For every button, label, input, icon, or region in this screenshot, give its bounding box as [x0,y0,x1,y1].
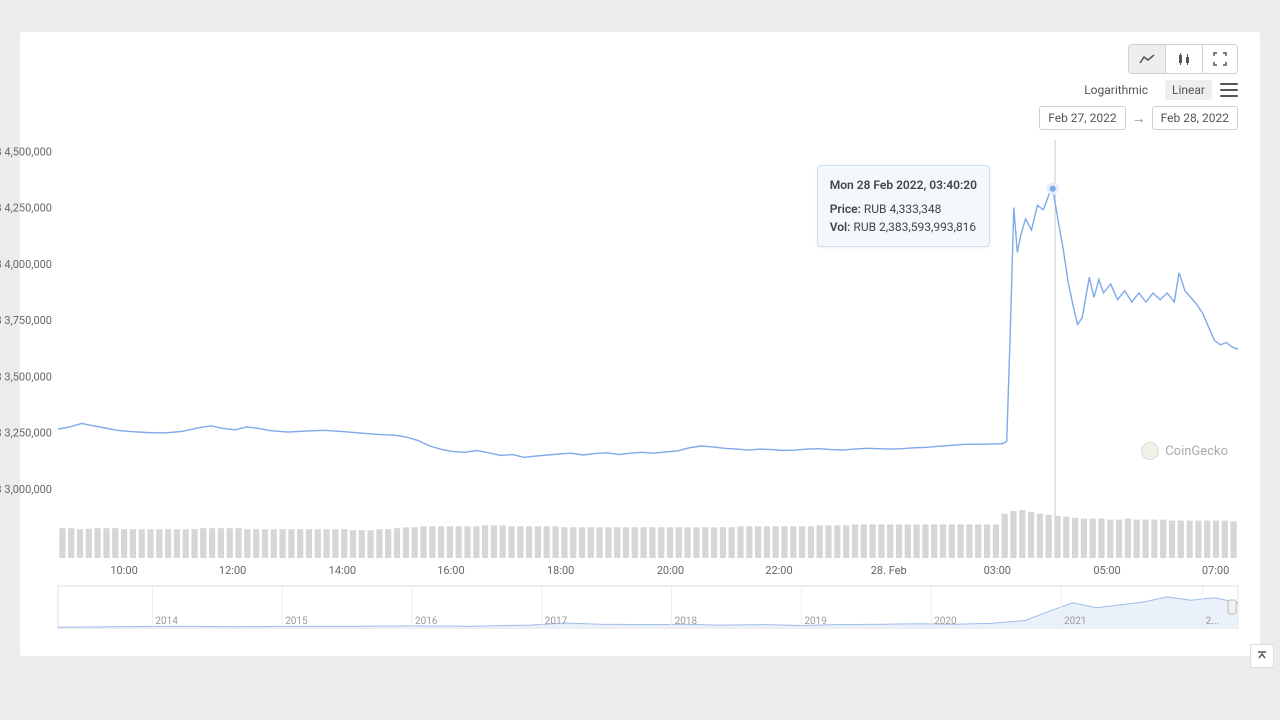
logarithmic-toggle[interactable]: Logarithmic [1077,80,1155,100]
expand-icon [1213,52,1227,66]
svg-text:2014: 2014 [155,616,178,627]
chart-menu-button[interactable] [1220,83,1238,97]
svg-text:RUB 3,000,000: RUB 3,000,000 [0,483,52,496]
svg-text:2020: 2020 [934,616,957,627]
date-from-input[interactable]: Feb 27, 2022 [1039,106,1125,130]
svg-text:16:00: 16:00 [437,564,464,577]
brand-watermark: CoinGecko [1141,442,1228,460]
line-chart-icon [1139,53,1155,65]
svg-text:2016: 2016 [415,616,438,627]
scroll-to-top-button[interactable] [1250,644,1274,668]
svg-text:03:00: 03:00 [984,564,1011,577]
svg-text:2017: 2017 [545,616,568,627]
svg-text:2018: 2018 [675,616,698,627]
svg-text:18:00: 18:00 [547,564,574,577]
navigator-chart[interactable]: 2014 2015 2016 2017 2018 2019 2020 2021 2... [20,580,1260,646]
chart-type-group [1128,44,1238,74]
svg-text:12:00: 12:00 [219,564,246,577]
arrow-right-icon: → [1132,110,1146,127]
scale-toggle: Logarithmic Linear [1077,80,1212,100]
svg-text:RUB 3,750,000: RUB 3,750,000 [0,314,52,327]
page-background: Logarithmic Linear Feb 27, 2022 → Feb 28… [0,0,1280,706]
svg-text:RUB 4,000,000: RUB 4,000,000 [0,258,52,271]
svg-text:22:00: 22:00 [765,564,792,577]
svg-text:2021: 2021 [1064,616,1086,627]
svg-text:2019: 2019 [804,616,826,627]
svg-text:05:00: 05:00 [1093,564,1120,577]
main-chart[interactable]: RUB 3,000,000RUB 3,250,000RUB 3,500,000R… [20,134,1260,580]
svg-text:RUB 4,250,000: RUB 4,250,000 [0,202,52,215]
svg-text:10:00: 10:00 [110,564,137,577]
brand-label: CoinGecko [1165,444,1228,459]
candlestick-icon [1176,52,1192,66]
date-range-row: Feb 27, 2022 → Feb 28, 2022 [1039,106,1238,130]
chart-toolbar: Logarithmic Linear Feb 27, 2022 → Feb 28… [20,44,1260,134]
line-chart-button[interactable] [1129,45,1165,73]
date-to-input[interactable]: Feb 28, 2022 [1152,106,1238,130]
fullscreen-button[interactable] [1202,45,1237,73]
candlestick-button[interactable] [1165,45,1202,73]
svg-text:28. Feb: 28. Feb [871,564,907,577]
coingecko-icon [1141,442,1159,460]
svg-text:20:00: 20:00 [657,564,684,577]
svg-text:RUB 4,500,000: RUB 4,500,000 [0,145,52,158]
svg-text:07:00: 07:00 [1202,564,1229,577]
svg-text:14:00: 14:00 [329,564,356,577]
svg-text:RUB 3,500,000: RUB 3,500,000 [0,370,52,383]
svg-text:RUB 3,250,000: RUB 3,250,000 [0,427,52,440]
svg-text:2015: 2015 [285,616,308,627]
chart-panel: Logarithmic Linear Feb 27, 2022 → Feb 28… [20,32,1260,656]
svg-text:2...: 2... [1206,616,1220,627]
arrow-up-icon [1256,650,1268,662]
linear-toggle[interactable]: Linear [1165,80,1212,100]
